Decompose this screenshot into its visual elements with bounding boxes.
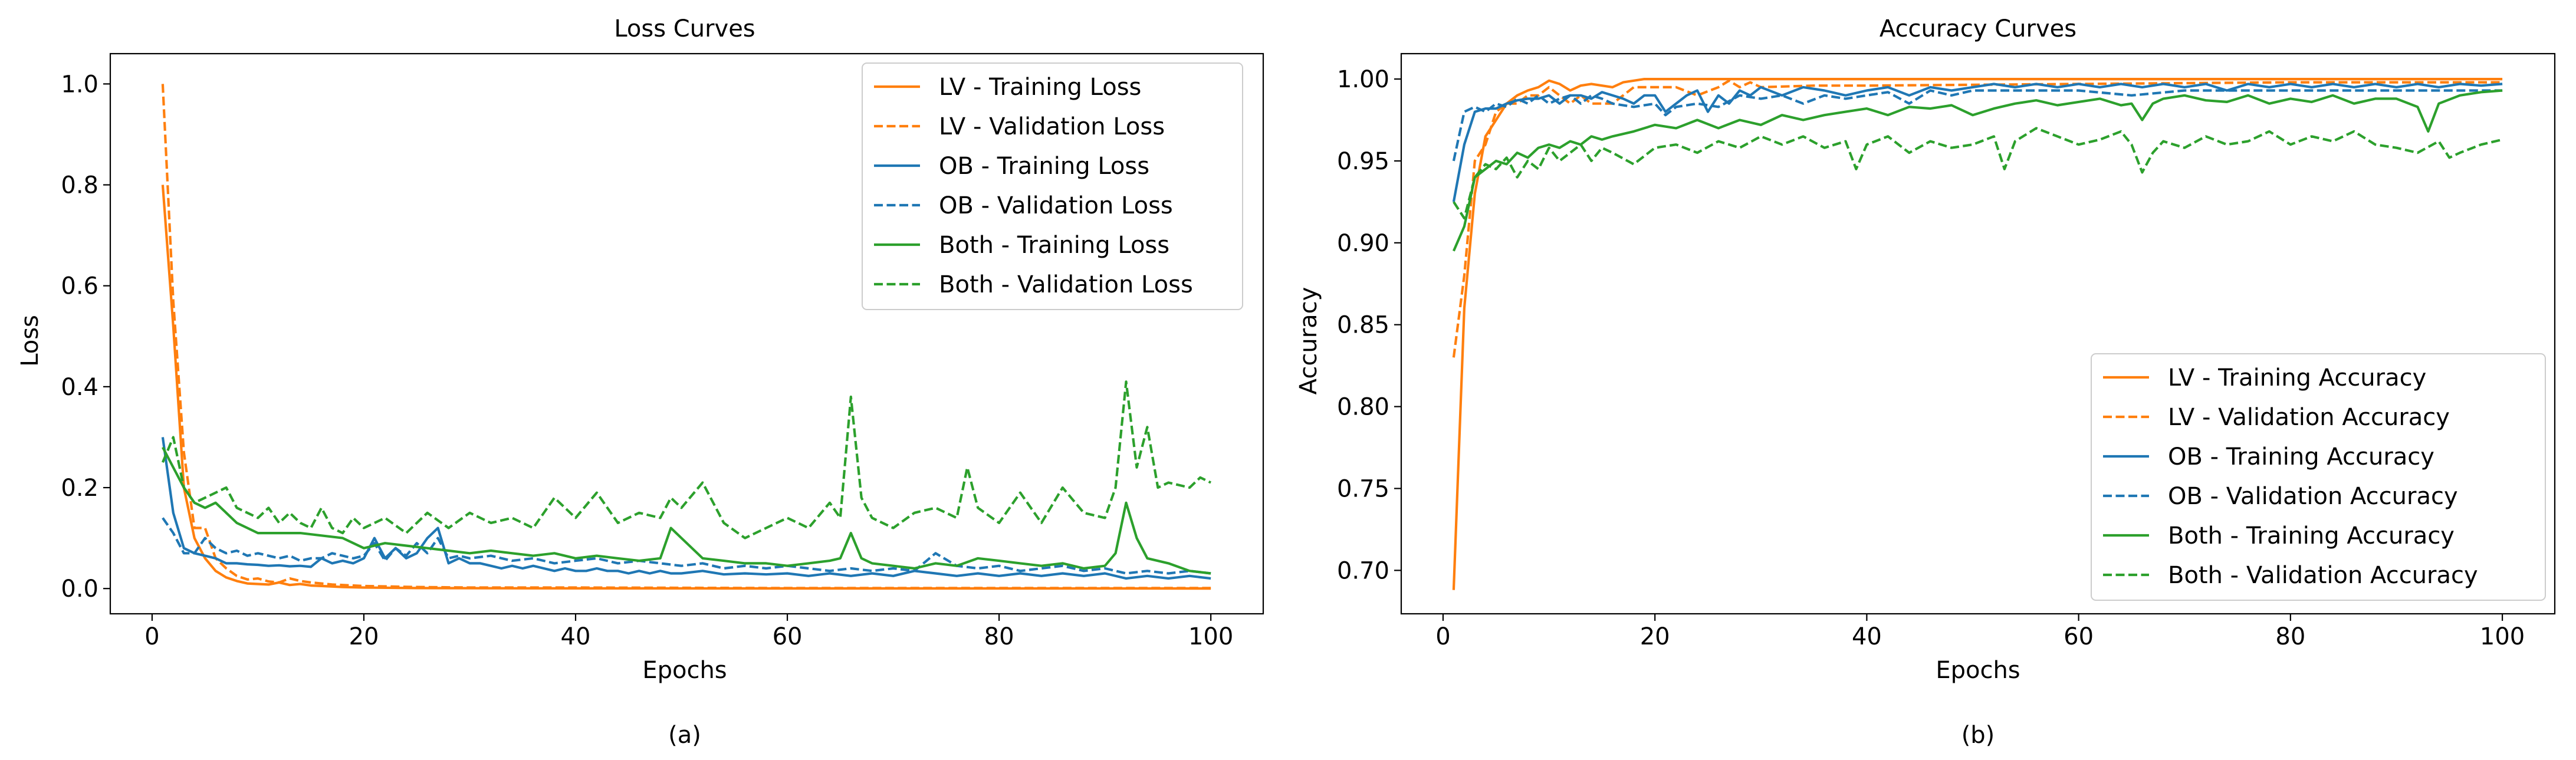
loss-chart-caption: (a) [668,722,701,749]
loss-y-tick-label: 0.4 [61,374,98,401]
loss-legend-label: OB - Validation Loss [939,192,1173,219]
accuracy-legend-label: OB - Validation Accuracy [2168,483,2458,510]
loss-series-line-both-training-loss [162,446,1211,575]
accuracy-chart: Accuracy Curves Epochs Accuracy (b) 0 20 4… [1295,15,2556,749]
loss-chart-legend: LV - Training Loss LV - Validation Loss OB… [862,62,1243,310]
accuracy-series-line-lv-training-accuracy [1452,78,2503,590]
accuracy-chart-lines [1452,78,2503,590]
loss-chart-ylabel: Loss [17,315,44,367]
accuracy-chart-y-ticks: 0.70 0.75 0.80 0.85 0.90 0.95 1.00 [1337,66,1401,584]
loss-legend-label: LV - Validation Loss [939,113,1165,140]
accuracy-chart-title: Accuracy Curves [1880,15,2076,42]
loss-x-tick-label: 60 [773,623,803,650]
accuracy-legend-label: Both - Validation Accuracy [2168,562,2478,589]
accuracy-chart-ylabel: Accuracy [1295,287,1322,395]
loss-legend-label: OB - Training Loss [939,153,1149,180]
accuracy-x-tick-label: 80 [2275,623,2305,650]
loss-series-line-lv-training-loss [161,185,1211,590]
loss-x-tick-label: 80 [984,623,1014,650]
accuracy-legend-label: LV - Validation Accuracy [2168,404,2450,431]
accuracy-legend-label: OB - Training Accuracy [2168,443,2434,471]
loss-legend-label: Both - Training Loss [939,232,1169,259]
loss-series-line-both-validation-loss [161,380,1212,539]
accuracy-chart-xlabel: Epochs [1936,657,2020,684]
accuracy-series-line-ob-validation-accuracy [1452,89,2503,162]
accuracy-x-tick-label: 100 [2480,623,2525,650]
loss-chart-xlabel: Epochs [642,657,727,684]
accuracy-y-tick-label: 0.95 [1337,148,1389,175]
loss-x-tick-label: 20 [349,623,379,650]
accuracy-x-tick-label: 0 [1435,623,1450,650]
loss-y-tick-label: 0.0 [61,575,98,603]
accuracy-series-line-both-validation-accuracy [1453,127,2503,220]
accuracy-y-tick-label: 0.80 [1337,394,1389,421]
accuracy-legend-label: LV - Training Accuracy [2168,364,2426,391]
loss-chart: Loss Curves Epochs Loss (a) 0 20 40 60 80 100… [17,15,1264,749]
loss-chart-y-ticks: 0.0 0.2 0.4 0.6 0.8 1.0 [61,71,110,603]
accuracy-series-line-ob-training-accuracy [1452,83,2503,202]
accuracy-x-tick-label: 20 [1640,623,1670,650]
loss-chart-x-ticks: 0 20 40 60 80 100 [144,614,1233,650]
loss-y-tick-label: 0.8 [61,172,98,199]
loss-x-tick-label: 40 [561,623,591,650]
accuracy-y-tick-label: 0.75 [1337,476,1389,503]
accuracy-legend-label: Both - Training Accuracy [2168,522,2455,550]
loss-chart-lines [161,84,1212,590]
loss-series-line-ob-validation-loss [162,517,1211,575]
accuracy-series-line-lv-validation-accuracy [1452,79,2503,358]
loss-series-line-ob-training-loss [161,437,1211,580]
loss-legend-box [862,62,1243,310]
accuracy-y-tick-label: 0.70 [1337,557,1389,584]
loss-y-tick-label: 0.6 [61,273,98,300]
loss-x-tick-label: 100 [1188,623,1233,650]
accuracy-y-tick-label: 0.85 [1337,312,1389,339]
loss-y-tick-label: 1.0 [61,71,98,98]
loss-series-line-lv-validation-loss [161,84,1211,590]
loss-legend-label: LV - Training Loss [939,74,1141,101]
accuracy-legend-box [2091,353,2546,601]
accuracy-x-tick-label: 40 [1852,623,1882,650]
accuracy-y-tick-label: 1.00 [1337,66,1389,93]
accuracy-chart-frame [1400,52,2556,615]
accuracy-y-tick-label: 0.90 [1337,230,1389,257]
accuracy-series-line-both-training-accuracy [1452,89,2503,252]
loss-chart-title: Loss Curves [614,15,755,42]
accuracy-chart-x-ticks: 0 20 40 60 80 100 [1435,614,2525,650]
accuracy-chart-caption: (b) [1961,722,1995,749]
accuracy-chart-legend: LV - Training Accuracy LV - Validation Ac… [2091,353,2546,601]
loss-y-tick-label: 0.2 [61,475,98,502]
accuracy-x-tick-label: 60 [2064,623,2094,650]
loss-chart-frame [109,52,1264,615]
loss-legend-label: Both - Validation Loss [939,271,1193,298]
loss-x-tick-label: 0 [144,623,159,650]
